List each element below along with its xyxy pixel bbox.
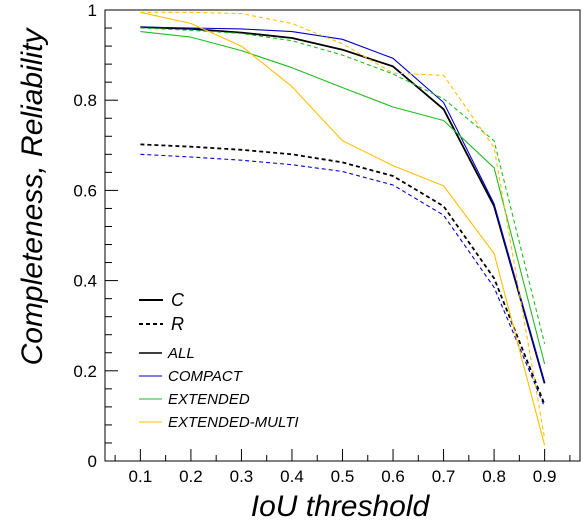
x-tick-label: 0.5 <box>331 467 355 486</box>
y-tick-labels: 0 0.2 0.4 0.6 0.8 1 <box>73 1 97 471</box>
series-compact-r <box>140 153 546 408</box>
x-tick-label: 0.6 <box>381 467 405 486</box>
x-tick-label: 0.3 <box>230 467 254 486</box>
y-tick-label: 0.2 <box>73 362 97 381</box>
series-extended-c <box>140 31 546 365</box>
legend-label-compact: COMPACT <box>168 368 244 385</box>
y-tick-label: 0.8 <box>73 91 97 110</box>
series-lines <box>140 11 546 446</box>
series-all-c <box>140 26 546 384</box>
axis-ticks <box>105 9 571 462</box>
x-axis-title: IoU threshold <box>251 490 431 523</box>
x-tick-label: 0.2 <box>179 467 203 486</box>
legend-label-extended: EXTENDED <box>168 391 250 408</box>
x-tick-label: 0.1 <box>129 467 153 486</box>
y-tick-label: 1 <box>88 1 97 20</box>
y-tick-label: 0 <box>88 452 97 471</box>
y-tick-label: 0.4 <box>73 272 97 291</box>
x-tick-label: 0.8 <box>482 467 506 486</box>
legend-label-all: ALL <box>167 345 195 362</box>
x-tick-label: 0.7 <box>432 467 456 486</box>
y-tick-label: 0.6 <box>73 181 97 200</box>
legend-style-label-c: C <box>171 290 185 310</box>
x-tick-labels: 0.1 0.2 0.3 0.4 0.5 0.6 0.7 0.8 0.9 <box>129 467 557 486</box>
legend-label-extended-multi: EXTENDED-MULTI <box>168 414 299 431</box>
series-extended-multi-r <box>140 11 546 439</box>
legend: C R ALL COMPACT EXTENDED EXTENDED-MULTI <box>139 290 299 431</box>
series-extended-multi-c <box>140 11 546 446</box>
x-tick-label: 0.4 <box>280 467 304 486</box>
legend-style-label-r: R <box>171 314 184 334</box>
x-tick-label: 0.9 <box>533 467 557 486</box>
series-all-r <box>140 143 546 405</box>
series-extended-r <box>140 27 546 344</box>
y-axis-title: Completeness, Reliability <box>16 27 49 366</box>
series-compact-c <box>140 26 546 383</box>
